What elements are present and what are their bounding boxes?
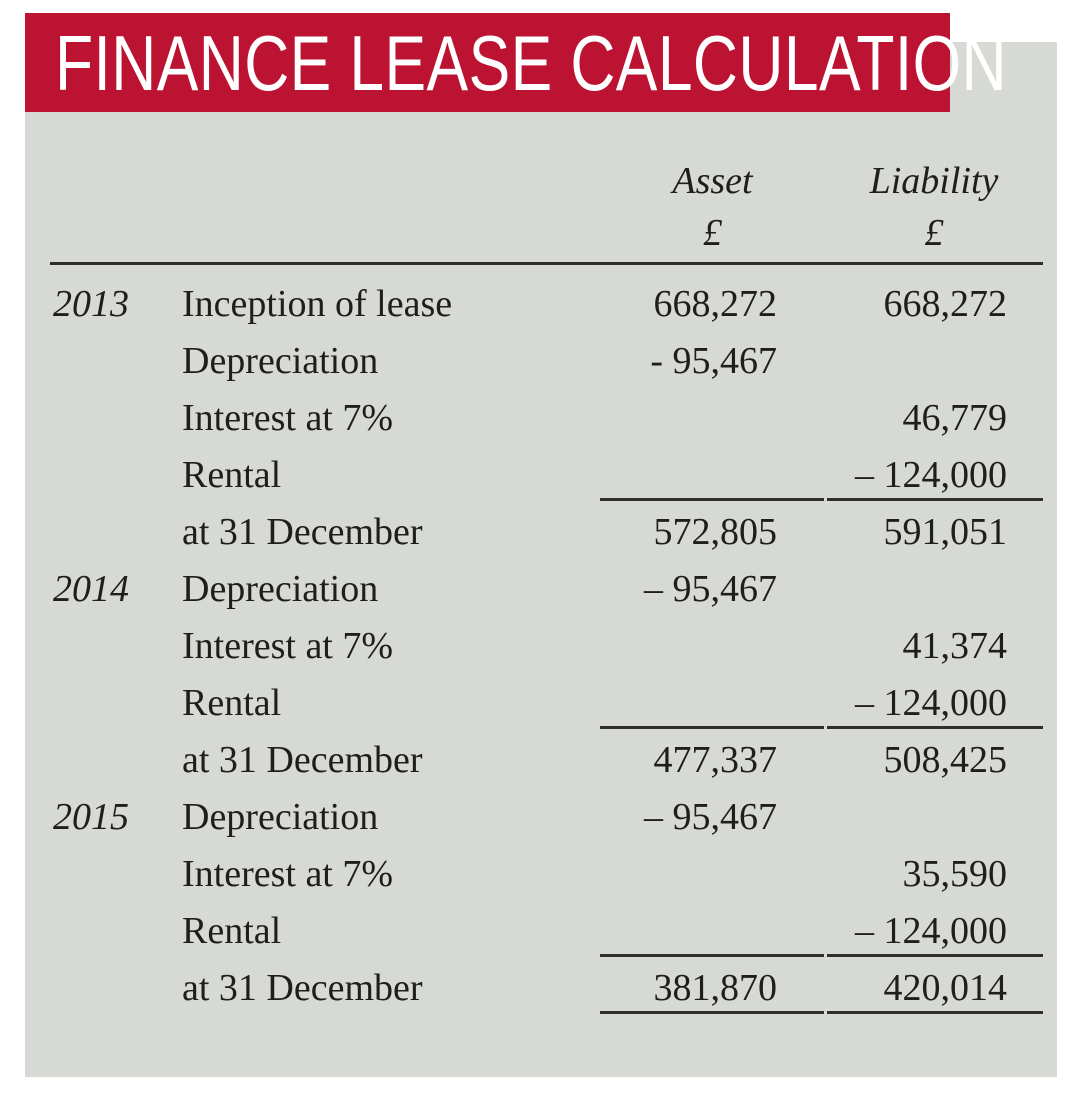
description-cell: at 31 December xyxy=(182,510,423,553)
total-rule xyxy=(600,1011,1043,1014)
description-cell: Rental xyxy=(182,453,282,496)
description-cell: Interest at 7% xyxy=(182,396,394,439)
description-cell: Depreciation xyxy=(182,339,379,382)
total-rule xyxy=(600,498,1043,501)
description-cell: Inception of lease xyxy=(182,282,453,325)
description-cell: at 31 December xyxy=(182,738,423,781)
liability-value: 668,272 xyxy=(883,282,1008,325)
liability-value: 35,590 xyxy=(902,852,1008,895)
liability-value: – 124,000 xyxy=(855,681,1007,724)
table-row: Interest at 7% 35,590 xyxy=(50,845,1043,902)
table-header: Asset £ Liability £ xyxy=(50,150,1043,265)
liability-currency-symbol: £ xyxy=(924,212,944,254)
asset-value: 477,337 xyxy=(653,738,778,781)
asset-value: – 95,467 xyxy=(644,795,777,838)
year-cell: 2014 xyxy=(53,567,129,610)
liability-value: 420,014 xyxy=(883,966,1008,1009)
description-cell: Rental xyxy=(182,909,282,952)
table-row: Rental – 124,000 xyxy=(50,902,1043,959)
description-cell: Interest at 7% xyxy=(182,624,394,667)
total-rule xyxy=(600,954,1043,957)
asset-value: 381,870 xyxy=(653,966,778,1009)
title-banner: FINANCE LEASE CALCULATION xyxy=(25,13,1007,112)
description-cell: Interest at 7% xyxy=(182,852,394,895)
liability-value: – 124,000 xyxy=(855,909,1007,952)
table-row: at 31 December 381,870 420,014 xyxy=(50,959,1043,1016)
header-desc-spacer xyxy=(182,150,600,252)
liability-value: 46,779 xyxy=(902,396,1008,439)
table-row: Interest at 7% 46,779 xyxy=(50,389,1043,446)
description-cell: Rental xyxy=(182,681,282,724)
year-cell: 2013 xyxy=(53,282,129,325)
liability-value: 41,374 xyxy=(902,624,1008,667)
page-title: FINANCE LEASE CALCULATION xyxy=(55,18,1008,107)
table-row: Rental – 124,000 xyxy=(50,446,1043,503)
asset-currency-symbol: £ xyxy=(703,212,722,254)
description-cell: Depreciation xyxy=(182,795,379,838)
header-year-spacer xyxy=(50,150,182,252)
description-cell: at 31 December xyxy=(182,966,423,1009)
table-row: Rental – 124,000 xyxy=(50,674,1043,731)
table-row: 2014 Depreciation – 95,467 xyxy=(50,560,1043,617)
table-row: Interest at 7% 41,374 xyxy=(50,617,1043,674)
liability-value: – 124,000 xyxy=(855,453,1007,496)
asset-value: 572,805 xyxy=(653,510,778,553)
finance-lease-table: Asset £ Liability £ 2013 Inception of lea… xyxy=(50,150,1043,1016)
table-row: Depreciation - 95,467 xyxy=(50,332,1043,389)
liability-value: 508,425 xyxy=(883,738,1008,781)
asset-value: – 95,467 xyxy=(644,567,777,610)
year-cell: 2015 xyxy=(53,795,129,838)
table-body: 2013 Inception of lease 668,272 668,272 Depr… xyxy=(50,265,1043,1016)
table-row: at 31 December 477,337 508,425 xyxy=(50,731,1043,788)
asset-column-label: Asset xyxy=(672,160,753,202)
panel-background xyxy=(25,42,1057,1077)
liability-value: 591,051 xyxy=(883,510,1008,553)
column-header-asset: Asset £ xyxy=(600,150,825,252)
asset-value: - 95,467 xyxy=(650,339,777,382)
table-row: at 31 December 572,805 591,051 xyxy=(50,503,1043,560)
total-rule xyxy=(600,726,1043,729)
liability-column-label: Liability xyxy=(869,160,999,202)
description-cell: Depreciation xyxy=(182,567,379,610)
table-row: 2013 Inception of lease 668,272 668,272 xyxy=(50,275,1043,332)
column-header-liability: Liability £ xyxy=(825,150,1043,252)
table-row: 2015 Depreciation – 95,467 xyxy=(50,788,1043,845)
asset-value: 668,272 xyxy=(653,282,778,325)
